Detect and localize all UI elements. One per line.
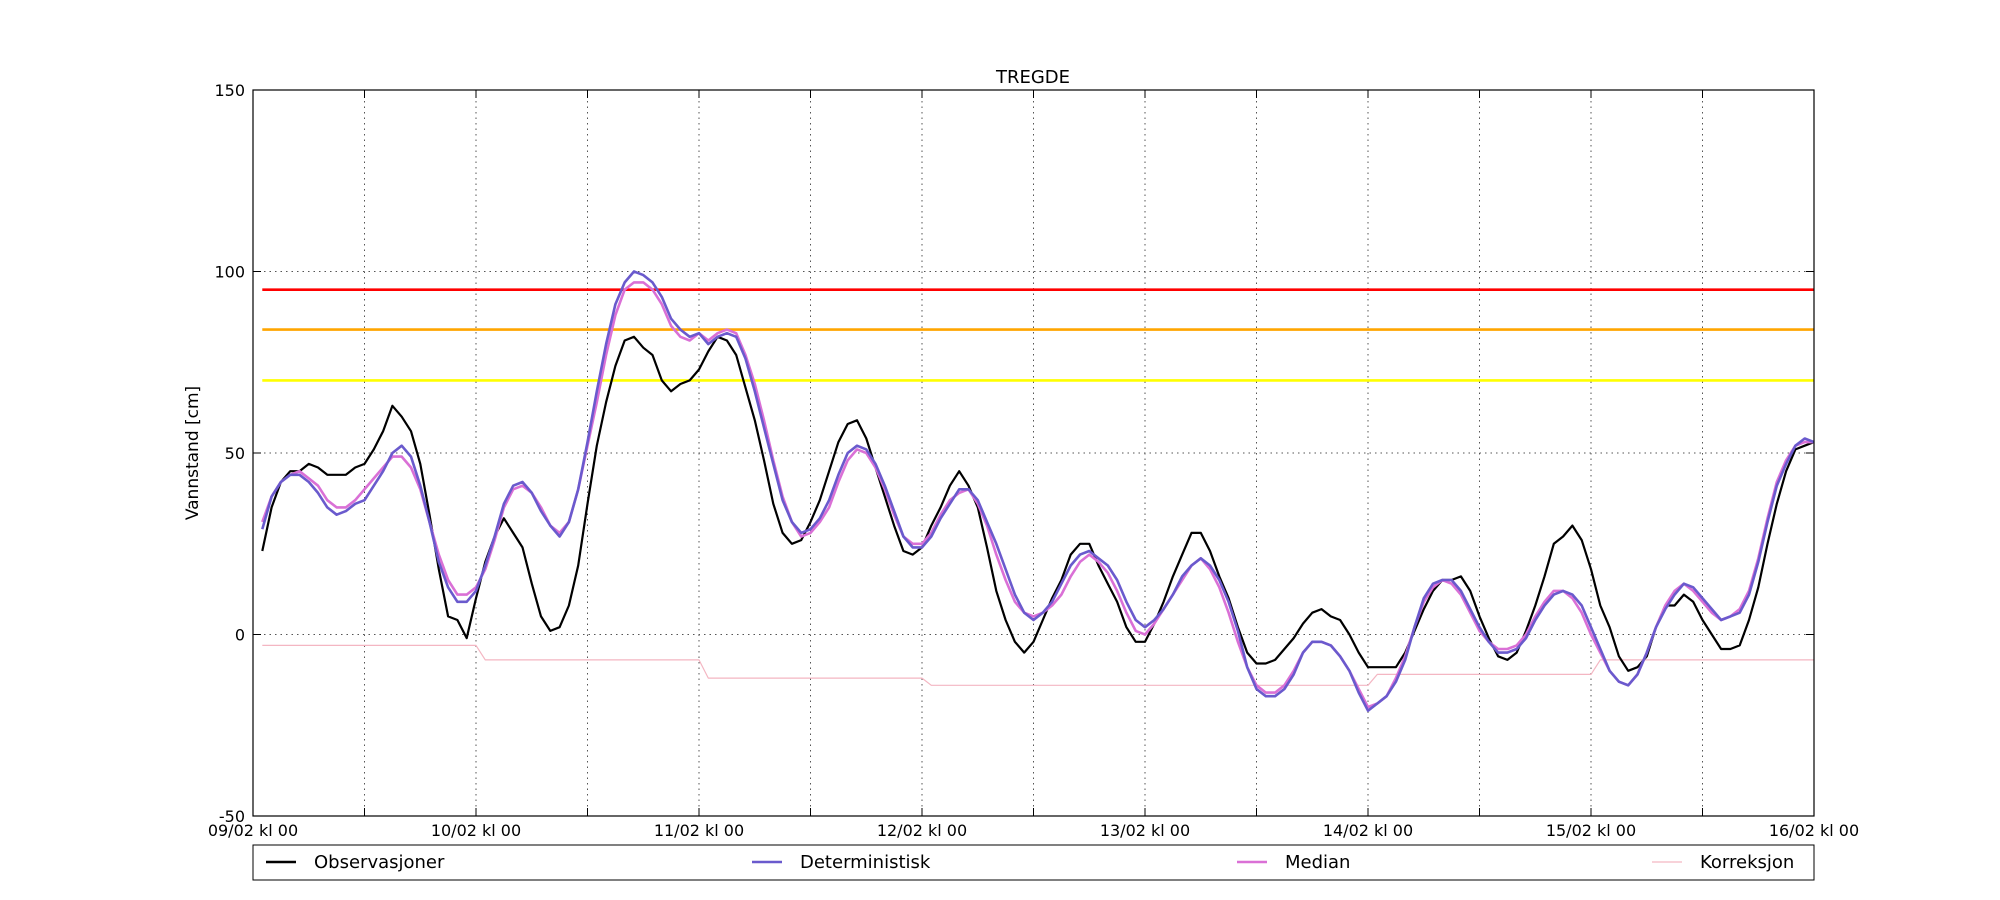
legend-label: Korreksjon — [1700, 852, 1794, 873]
grid-lines — [253, 90, 1814, 816]
series-line-korreksjon — [262, 644, 1814, 686]
series-line-median — [261, 281, 1814, 709]
legend-frame — [252, 844, 1815, 881]
x-tick-label: 13/02 kl 00 — [1100, 821, 1190, 840]
legend-label: Median — [1285, 852, 1350, 873]
y-tick-label: 150 — [214, 81, 245, 100]
series-line-observasjoner — [261, 335, 1815, 672]
axis-ticks: -50 0 50 100 150 09/02 kl 00 10/02 kl 00 11/02 … — [208, 81, 1859, 840]
chart-title: TREGDE — [995, 67, 1070, 88]
x-tick-label: 11/02 kl 00 — [654, 821, 744, 840]
x-tick-label: 12/02 kl 00 — [877, 821, 967, 840]
y-tick-label: 100 — [214, 263, 245, 282]
series-lines — [261, 270, 1815, 712]
x-tick-label: 10/02 kl 00 — [431, 821, 521, 840]
x-tick-label: 09/02 kl 00 — [208, 821, 298, 840]
x-tick-label: 14/02 kl 00 — [1323, 821, 1413, 840]
legend: Observasjoner Deterministisk Median Korreks… — [252, 844, 1815, 881]
x-tick-label: 16/02 kl 00 — [1769, 821, 1859, 840]
y-tick-label: 0 — [235, 626, 245, 645]
y-tick-label: -50 — [219, 807, 245, 826]
legend-label: Deterministisk — [800, 852, 931, 873]
x-tick-label: 15/02 kl 00 — [1546, 821, 1636, 840]
y-tick-label: 50 — [225, 444, 245, 463]
y-axis-label: Vannstand [cm] — [183, 386, 203, 520]
legend-label: Observasjoner — [314, 852, 445, 873]
series-line-deterministisk — [261, 270, 1815, 712]
threshold-lines — [262, 288, 1814, 382]
